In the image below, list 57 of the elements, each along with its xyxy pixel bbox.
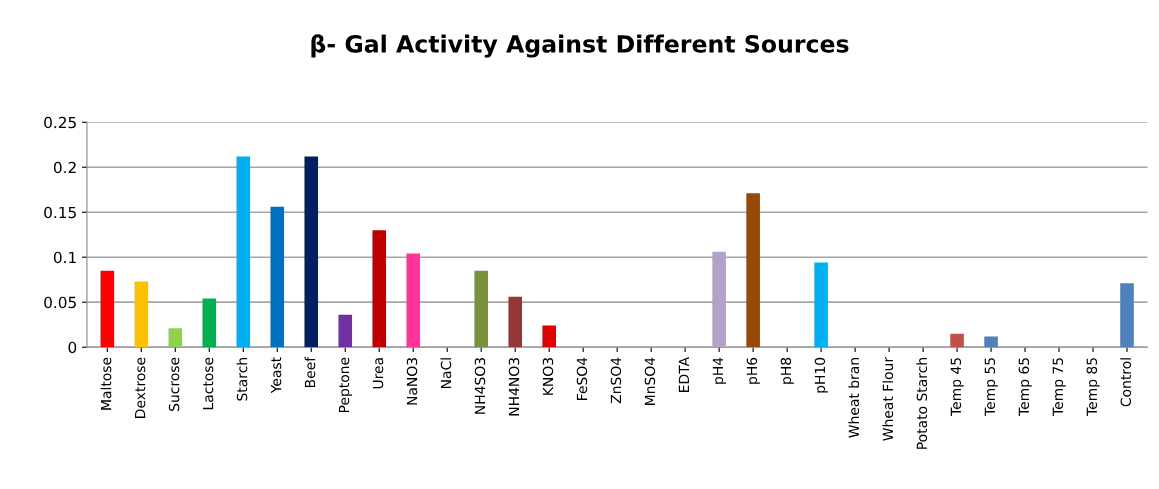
bar [304,156,319,348]
x-tick-label: Wheat Flour [882,356,894,441]
bar [406,253,421,348]
x-tick-label: Control [1120,358,1132,407]
bar [270,206,285,348]
bar [236,156,251,348]
x-tick-label: Peptone [338,357,352,413]
x-tick-label: EDTA [678,357,689,392]
x-tick-label: NaCl [440,358,452,389]
bar [712,251,726,348]
x-tick-label: ZnSO4 [610,357,622,404]
y-tick-label: 0.15 [44,206,76,219]
x-tick-label: MnSO4 [644,357,656,405]
bar [168,328,183,348]
x-tick-label: Potato Starch [916,358,928,449]
bar [984,336,998,348]
x-tick-label: Temp 55 [984,358,998,417]
bar [746,193,760,348]
x-tick-label: Starch [236,358,248,401]
x-tick-label: pH6 [746,357,760,384]
x-tick-label: Temp 75 [1052,358,1066,417]
bar [474,270,489,348]
y-tick-label: 0 [68,341,77,354]
x-tick-label: Beef [304,356,316,388]
x-tick-label: NH4NO3 [508,358,520,416]
bar [100,270,115,348]
x-tick-label: Temp 45 [950,358,964,417]
x-tick-label: pH10 [814,357,828,393]
x-tick-label: Wheat bran [848,358,860,438]
y-tick-label: 0.05 [44,296,76,309]
x-tick-label: Maltose [100,357,112,410]
x-tick-label: pH4 [712,357,726,384]
bar [1120,283,1134,348]
y-tick-label: 0.25 [44,116,76,129]
bar [372,230,387,348]
bar [814,262,828,348]
bar [508,296,522,348]
bar [134,281,149,348]
chart-title: β- Gal Activity Against Different Sources [311,34,849,58]
x-tick-label: NaNO3 [406,358,418,405]
y-tick-label: 0.2 [53,161,76,174]
x-tick-label: pH8 [780,357,794,384]
bar [338,314,353,348]
x-tick-label: Sucrose [168,357,180,411]
x-tick-label: FeSO4 [576,357,588,400]
x-tick-label: Dextrose [135,357,146,418]
bar [950,333,964,348]
x-tick-label: Temp 85 [1086,358,1100,417]
x-tick-label: Urea [372,358,384,389]
x-tick-label: NH4SO3 [474,358,486,414]
x-tick-label: Lactose [203,357,214,410]
x-tick-label: KNO3 [542,358,554,395]
bar [202,298,217,348]
bar [542,325,556,348]
x-tick-label: Temp 65 [1018,358,1032,417]
x-tick-label: Yeast [270,357,282,394]
y-tick-label: 0.1 [53,251,76,264]
